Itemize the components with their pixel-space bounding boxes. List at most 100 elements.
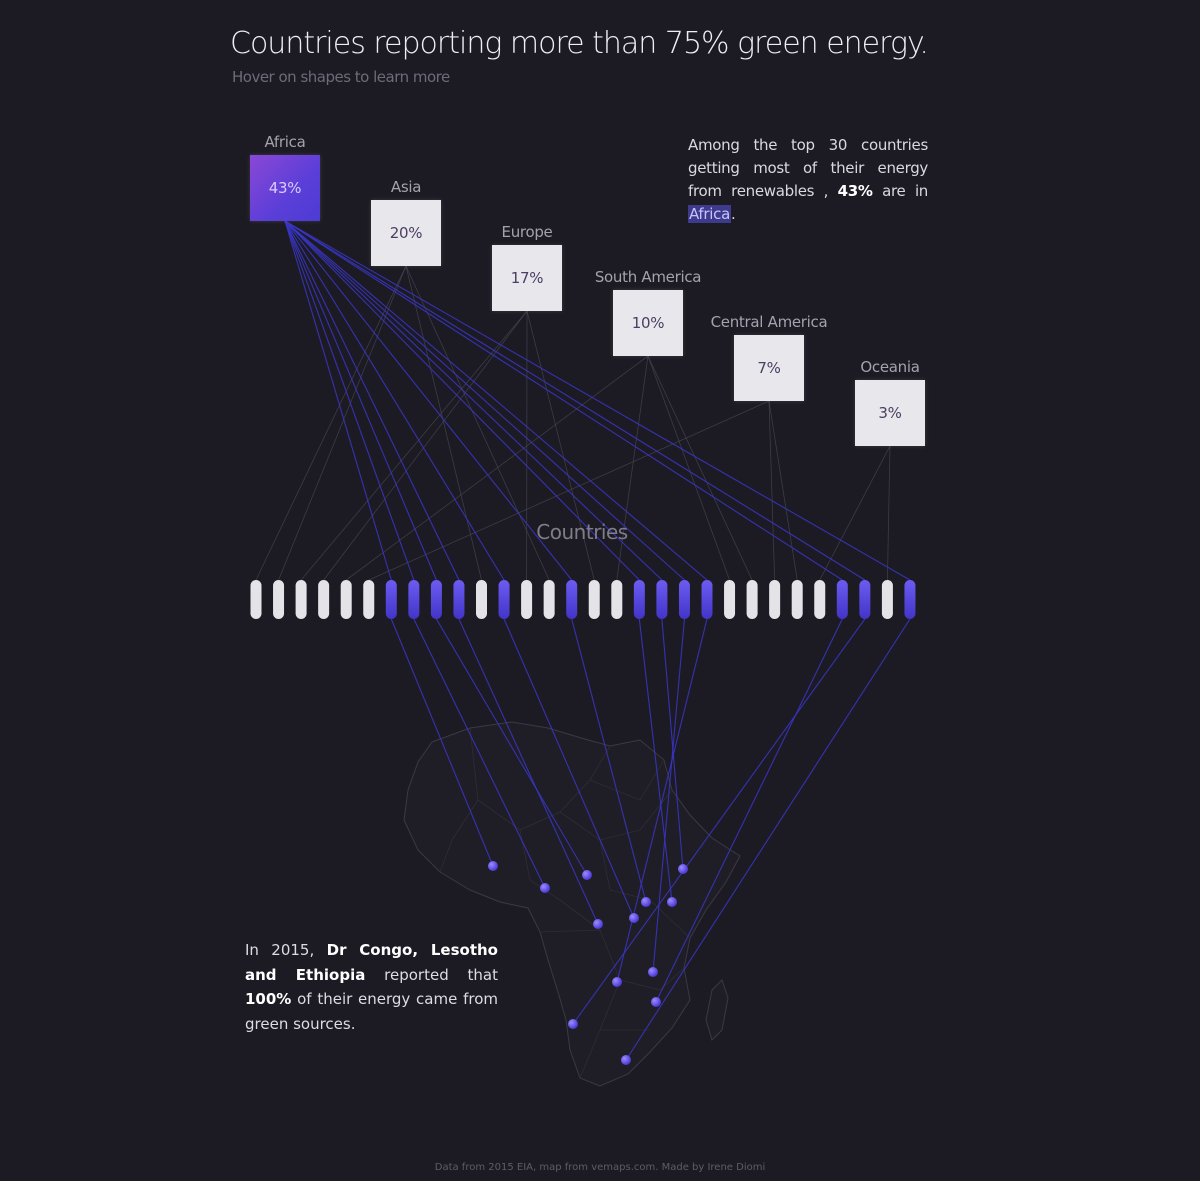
country-pill[interactable] <box>521 580 533 619</box>
link-line <box>284 220 685 581</box>
country-dot[interactable] <box>667 897 677 907</box>
country-dot[interactable] <box>648 967 658 977</box>
continent-box-central-america[interactable]: 7% <box>734 335 804 401</box>
note-bold-value: 100% <box>245 990 292 1008</box>
link-line <box>405 265 482 581</box>
link-line <box>284 220 460 581</box>
country-pill[interactable] <box>476 580 487 619</box>
link-line <box>284 220 573 581</box>
country-pill[interactable] <box>566 580 578 619</box>
link-line <box>616 355 649 581</box>
annotation-value: 43% <box>837 182 873 200</box>
link-line <box>458 618 599 925</box>
link-line <box>284 220 911 581</box>
links <box>255 220 911 1061</box>
link-line <box>284 220 708 581</box>
annotation-text-2: are in <box>882 182 929 200</box>
country-pill[interactable] <box>881 580 893 619</box>
link-line <box>278 265 407 581</box>
country-dot[interactable] <box>540 883 550 893</box>
annotation-text-1: Among the top 30 countries getting most … <box>688 136 928 200</box>
country-pill[interactable] <box>904 580 916 619</box>
country-dot[interactable] <box>568 1019 578 1029</box>
link-line <box>625 618 911 1061</box>
country-pill[interactable] <box>385 580 397 619</box>
link-line <box>390 618 494 867</box>
country-pill[interactable] <box>791 580 803 619</box>
country-dot[interactable] <box>678 864 688 874</box>
country-pills <box>250 580 916 619</box>
country-pill[interactable] <box>746 580 758 619</box>
link-line <box>284 220 415 581</box>
country-pill[interactable] <box>295 580 307 619</box>
country-pill[interactable] <box>588 580 600 619</box>
country-pill[interactable] <box>678 580 690 619</box>
country-pill[interactable] <box>543 580 555 619</box>
country-dot[interactable] <box>629 913 639 923</box>
link-line <box>284 220 843 581</box>
link-line <box>572 618 866 1025</box>
link-line <box>503 618 635 919</box>
link-line <box>300 310 528 581</box>
country-pill[interactable] <box>250 580 262 619</box>
link-line <box>368 400 770 581</box>
footer-credits: Data from 2015 EIA, map from vemaps.com.… <box>434 1162 766 1173</box>
link-line <box>255 265 407 581</box>
country-pill[interactable] <box>814 580 826 619</box>
link-line <box>435 618 588 876</box>
continent-box-africa[interactable]: 43% <box>250 155 320 221</box>
african-country-dots <box>488 861 688 1065</box>
country-pill[interactable] <box>836 580 848 619</box>
country-pill[interactable] <box>498 580 510 619</box>
link-line <box>768 400 798 581</box>
link-line <box>323 310 528 581</box>
country-dot[interactable] <box>612 977 622 987</box>
madagascar-outline <box>705 979 729 1041</box>
link-line <box>284 220 663 581</box>
link-line <box>768 400 776 581</box>
country-pill[interactable] <box>859 580 871 619</box>
note-suffix: of their energy came from green sources. <box>245 990 498 1033</box>
link-line <box>887 445 891 581</box>
africa-outline <box>403 721 741 1087</box>
link-line <box>647 355 730 581</box>
country-pill[interactable] <box>701 580 713 619</box>
country-dot[interactable] <box>488 861 498 871</box>
country-pill[interactable] <box>318 580 330 619</box>
country-pill[interactable] <box>430 580 442 619</box>
country-pill[interactable] <box>769 580 781 619</box>
country-pill[interactable] <box>273 580 285 619</box>
country-pill[interactable] <box>453 580 465 619</box>
link-line <box>655 618 843 1003</box>
continent-box-south-america[interactable]: 10% <box>613 290 683 356</box>
country-pill[interactable] <box>656 580 668 619</box>
country-pill[interactable] <box>363 580 375 619</box>
country-dot[interactable] <box>582 870 592 880</box>
country-dot[interactable] <box>651 997 661 1007</box>
continent-box-oceania[interactable]: 3% <box>855 380 925 446</box>
link-line <box>345 355 649 581</box>
country-pill[interactable] <box>611 580 623 619</box>
annotation-text: Among the top 30 countries getting most … <box>688 134 928 226</box>
country-pill[interactable] <box>633 580 645 619</box>
continent-box-asia[interactable]: 20% <box>371 200 441 266</box>
country-pill[interactable] <box>340 580 352 619</box>
page-subtitle: Hover on shapes to learn more <box>232 68 450 86</box>
link-line <box>284 220 640 581</box>
link-line <box>571 618 647 903</box>
country-dot[interactable] <box>641 897 651 907</box>
country-dot[interactable] <box>621 1055 631 1065</box>
africa-map <box>403 721 741 1087</box>
link-line <box>661 618 684 870</box>
country-pill[interactable] <box>408 580 420 619</box>
continent-label-oceania: Oceania <box>860 358 920 376</box>
note-text: In 2015, Dr Congo, Lesotho and Ethiopia … <box>245 938 498 1036</box>
country-dot[interactable] <box>593 919 603 929</box>
link-line <box>647 355 753 581</box>
country-pill[interactable] <box>724 580 736 619</box>
link-line <box>652 618 685 973</box>
continent-label-asia: Asia <box>390 178 422 196</box>
continent-box-europe[interactable]: 17% <box>492 245 562 311</box>
annotation-highlight: Africa <box>688 205 731 223</box>
link-line <box>284 220 392 581</box>
